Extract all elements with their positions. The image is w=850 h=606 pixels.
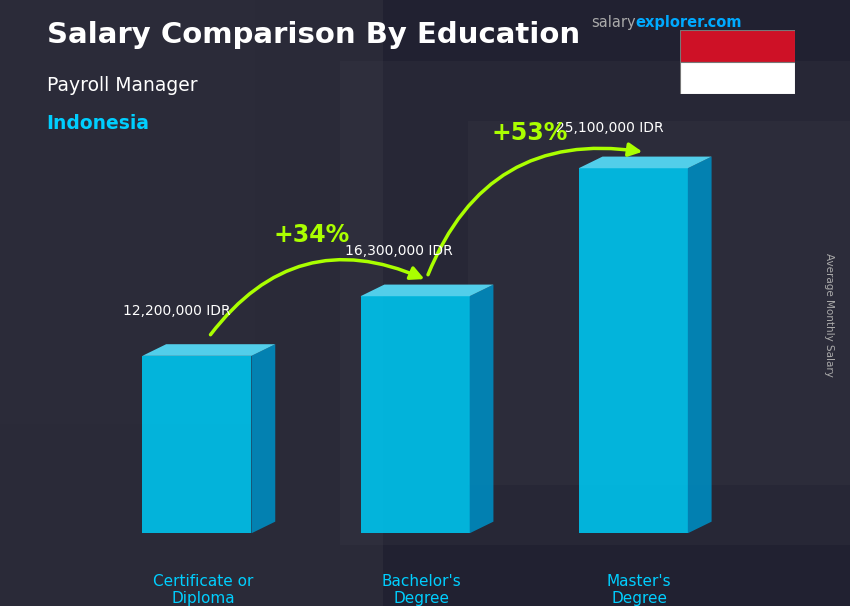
Polygon shape	[142, 356, 252, 533]
Text: +53%: +53%	[492, 121, 569, 145]
Text: 25,100,000 IDR: 25,100,000 IDR	[556, 121, 663, 135]
Text: +34%: +34%	[274, 223, 350, 247]
Text: Certificate or
Diploma: Certificate or Diploma	[153, 574, 253, 606]
Bar	[680, 62, 795, 94]
Text: Indonesia: Indonesia	[47, 114, 150, 133]
FancyArrowPatch shape	[428, 144, 638, 275]
Text: Master's
Degree: Master's Degree	[607, 574, 672, 606]
Polygon shape	[579, 156, 711, 168]
Text: Payroll Manager: Payroll Manager	[47, 76, 197, 95]
Bar	[680, 30, 795, 62]
Bar	[468, 121, 850, 485]
Text: explorer: explorer	[636, 15, 705, 30]
Polygon shape	[688, 156, 711, 533]
Polygon shape	[469, 285, 493, 533]
Text: 12,200,000 IDR: 12,200,000 IDR	[123, 304, 231, 318]
Polygon shape	[360, 285, 493, 296]
Text: .com: .com	[702, 15, 741, 30]
Polygon shape	[579, 168, 688, 533]
Text: Bachelor's
Degree: Bachelor's Degree	[381, 574, 461, 606]
Text: salary: salary	[591, 15, 635, 30]
Polygon shape	[252, 344, 275, 533]
Bar	[0, 0, 382, 606]
Bar	[0, 0, 255, 424]
Text: 16,300,000 IDR: 16,300,000 IDR	[345, 244, 453, 258]
Polygon shape	[142, 344, 275, 356]
Bar	[340, 61, 850, 545]
FancyArrowPatch shape	[211, 259, 421, 335]
Text: Average Monthly Salary: Average Monthly Salary	[824, 253, 834, 377]
Text: Salary Comparison By Education: Salary Comparison By Education	[47, 21, 580, 49]
Polygon shape	[360, 296, 469, 533]
